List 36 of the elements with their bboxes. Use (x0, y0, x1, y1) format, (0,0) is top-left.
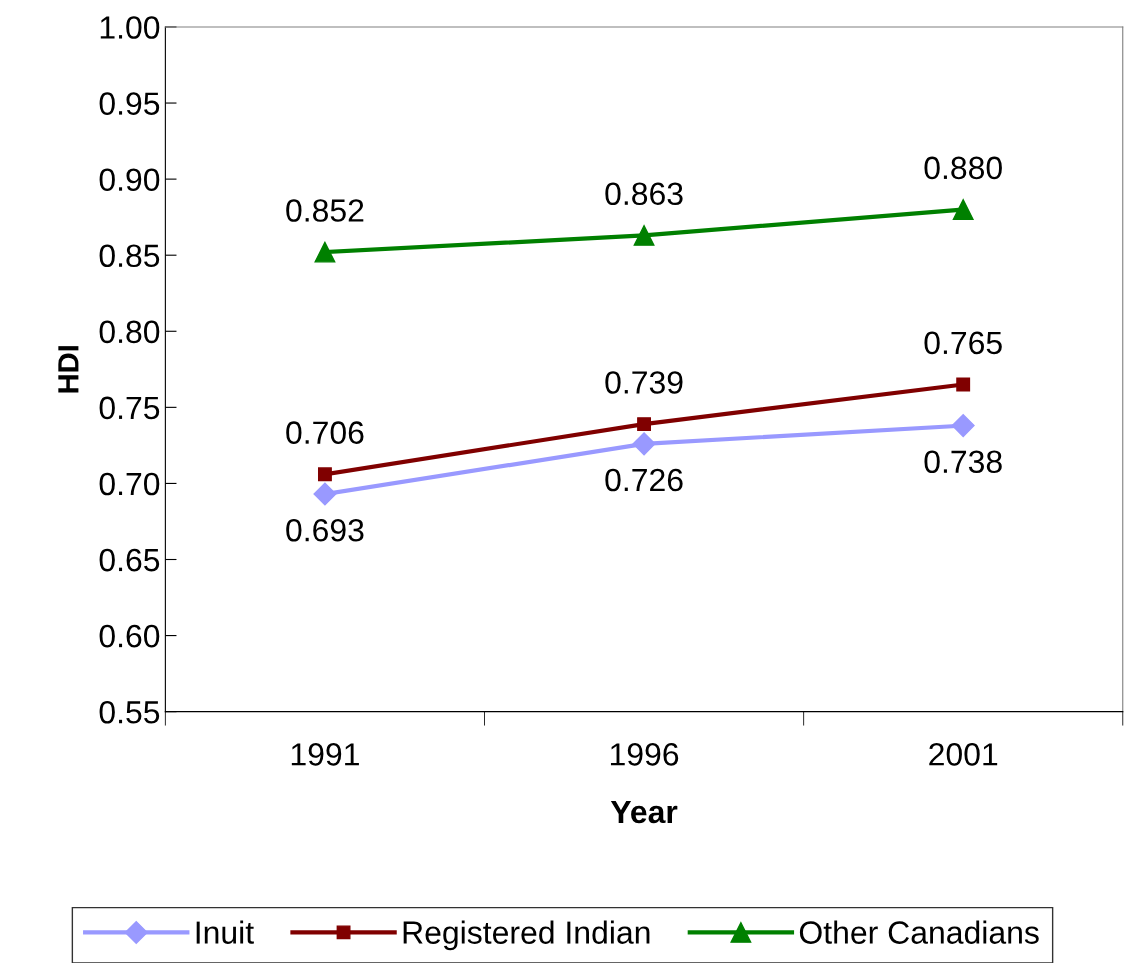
point (314, 241, 336, 263)
data-label: 0.706 (286, 421, 364, 444)
y-tick-label: 0.55 (99, 700, 160, 724)
y-tick-label: 0.80 (99, 320, 160, 344)
x-tick-label: 2001 (929, 743, 998, 766)
legend-label: Other Canadians (799, 920, 1039, 944)
x-axis-title: Year (610, 800, 678, 824)
y-tick-label: 0.90 (99, 168, 160, 192)
data-label: 0.739 (605, 371, 683, 394)
y-tick-label: 0.75 (99, 396, 160, 420)
data-label: 0.738 (924, 450, 1002, 474)
data-label: 0.880 (924, 156, 1002, 180)
data-label: 0.852 (286, 199, 364, 222)
point (632, 432, 656, 456)
data-label: 0.726 (605, 468, 683, 492)
y-tick-label: 1.00 (100, 16, 160, 39)
point (633, 224, 655, 246)
legend-label: Registered Indian (403, 920, 650, 951)
y-tick-label: 0.70 (99, 472, 160, 496)
data-label: 0.863 (605, 182, 683, 206)
y-tick-label: 0.60 (99, 624, 160, 648)
point (317, 467, 332, 482)
y-axis-title: HDI (58, 346, 79, 393)
point (956, 377, 971, 392)
point (951, 414, 975, 438)
y-tick-label: 0.85 (99, 244, 160, 268)
point (952, 199, 974, 220)
x-tick-label: 1991 (291, 743, 359, 766)
x-tick-label: 1996 (610, 743, 679, 766)
point (637, 417, 652, 432)
data-label: 0.693 (286, 518, 364, 542)
data-label: 0.765 (924, 331, 1002, 355)
y-tick-label: 0.95 (99, 92, 160, 115)
legend-label: Inuit (196, 920, 254, 944)
point (313, 482, 337, 506)
y-tick-label: 0.65 (99, 548, 160, 572)
